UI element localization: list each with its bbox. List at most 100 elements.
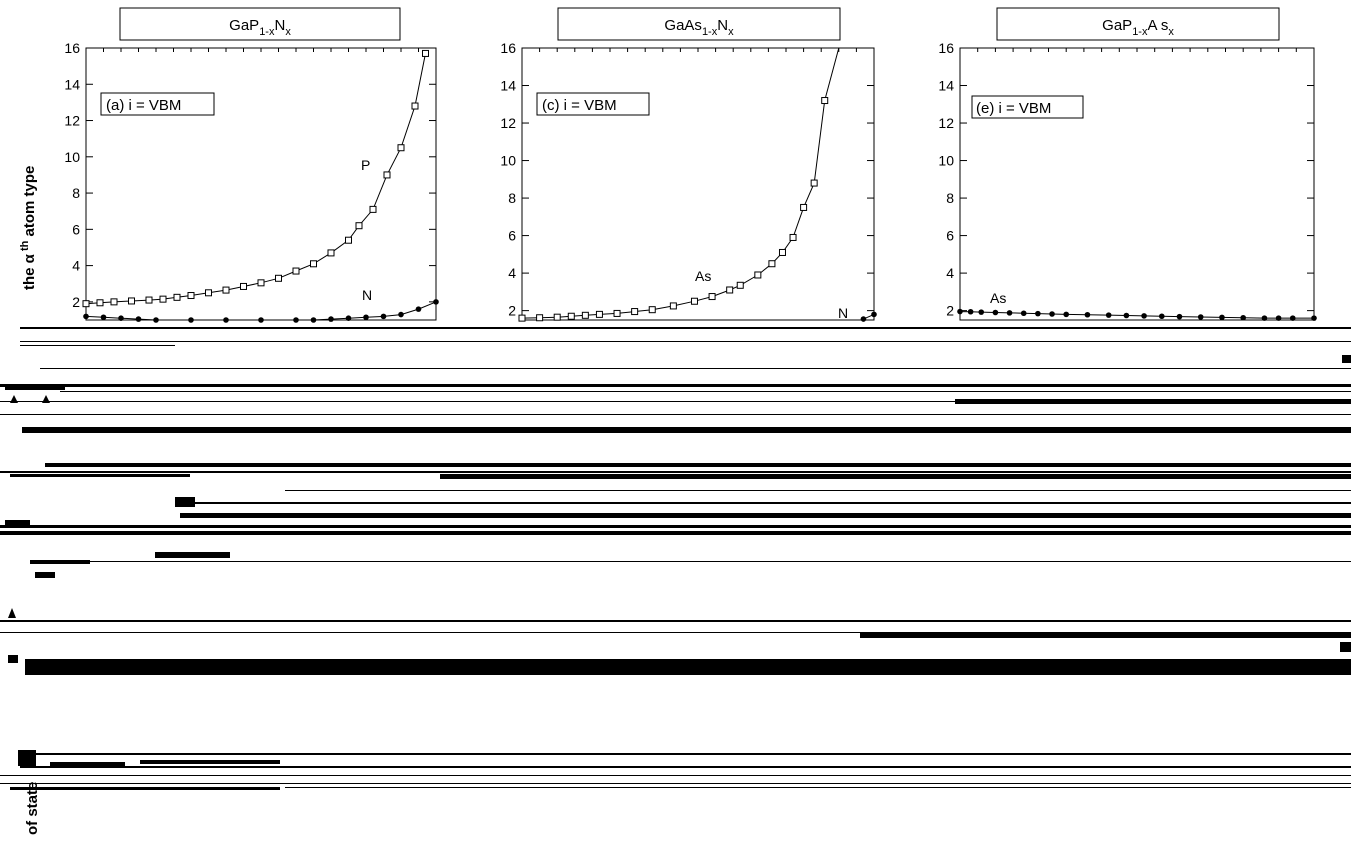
data-point-as	[708, 293, 716, 301]
data-point-p	[411, 102, 419, 110]
data-point-n	[310, 317, 317, 323]
data-point-as	[631, 308, 639, 316]
data-point-as	[690, 297, 698, 305]
data-point-p	[128, 297, 135, 305]
scan-line	[0, 531, 1351, 535]
data-point-n	[860, 316, 867, 322]
data-point-n	[135, 316, 142, 322]
scan-blob	[5, 384, 65, 390]
scan-line	[0, 783, 1351, 784]
data-point-as	[1020, 310, 1027, 317]
y-tick-label: 12	[938, 115, 954, 131]
panel-label-box-a	[100, 92, 215, 116]
y-tick-label: 12	[64, 113, 80, 129]
panel-e-title-box	[996, 7, 1280, 41]
y-tick-label: 14	[64, 76, 80, 92]
data-point-p	[327, 249, 335, 257]
data-point-as	[1275, 315, 1282, 321]
y-tick-label: 6	[72, 221, 80, 237]
data-point-as	[613, 309, 621, 317]
scan-line	[60, 391, 1351, 392]
data-point-p	[187, 292, 195, 300]
scan-blob	[8, 655, 18, 663]
data-point-p	[110, 298, 118, 306]
data-point-as	[1049, 311, 1055, 317]
data-point-p	[383, 171, 391, 179]
data-point-p	[355, 222, 363, 230]
data-point-as	[726, 286, 734, 294]
series-label-n-c: N	[838, 305, 848, 321]
data-point-as	[736, 281, 744, 289]
data-point-as	[1289, 315, 1296, 321]
y-tick-label: 2	[508, 303, 516, 319]
data-point-n	[345, 315, 352, 321]
y-ticks-c: 2 4 6 8 10 12 14 16	[500, 40, 874, 319]
scan-blob	[35, 572, 55, 578]
data-point-n	[380, 313, 387, 320]
data-point-as	[992, 309, 999, 316]
data-point-n	[398, 311, 404, 318]
series-label-n-a: N	[362, 287, 372, 303]
scan-line	[40, 368, 1351, 369]
scan-blob	[1342, 355, 1351, 363]
scan-line	[0, 620, 1351, 622]
panel-a-title: GaP1-xNx	[229, 17, 291, 38]
data-point-n	[871, 311, 877, 318]
scan-line	[185, 502, 1351, 504]
panel-e: GaP1-xA sx 2 4 6 8 10 12 14 16 (e) i = VBM As	[938, 7, 1317, 321]
y-tick-label: 10	[64, 149, 80, 165]
data-point-n	[100, 314, 107, 321]
scan-line	[955, 399, 1351, 404]
panel-c-title: GaAs1-xNx	[664, 17, 734, 38]
data-point-p	[369, 205, 377, 213]
data-point-as	[1123, 312, 1130, 319]
data-point-n	[223, 317, 229, 323]
panel-a: GaP1-xNx 2 4 6 8 10 12 14 16 (a) i = VBM P N	[64, 7, 439, 323]
data-point-n	[328, 316, 334, 322]
y-ticks-e: 2 4 6 8 10 12 14 16	[938, 40, 1314, 319]
lower-axis-label: of state	[24, 782, 41, 835]
data-point-p	[240, 282, 247, 290]
series-line-as	[959, 311, 1314, 319]
data-point-as	[800, 203, 808, 211]
y-axis-label: the α th atom type	[19, 166, 38, 290]
data-point-p	[292, 267, 300, 275]
data-point-p	[145, 296, 153, 304]
scan-line	[30, 561, 1351, 562]
data-point-as	[1006, 310, 1013, 316]
scan-artifact-region	[0, 327, 1351, 790]
scan-line	[285, 787, 1351, 788]
data-point-as	[595, 310, 603, 318]
y-tick-label: 16	[938, 40, 954, 56]
scan-line	[20, 766, 1351, 768]
scan-line	[0, 414, 1351, 415]
scan-line	[0, 525, 1351, 528]
scan-line	[10, 787, 280, 790]
data-point-as	[1311, 315, 1317, 321]
data-point-p	[257, 279, 265, 287]
panel-label-e: (e) i = VBM	[976, 100, 1051, 117]
data-point-as	[1084, 311, 1091, 318]
y-tick-label: 16	[64, 40, 80, 56]
data-point-as	[754, 271, 762, 279]
data-point-as	[810, 179, 818, 187]
data-point-as	[1176, 313, 1183, 320]
scan-blob	[50, 762, 125, 766]
data-point-as	[1240, 314, 1246, 321]
data-point-as	[821, 97, 829, 105]
panel-label-box-e	[971, 95, 1084, 119]
series-label-as-c: As	[695, 268, 711, 284]
scan-blob	[140, 760, 280, 764]
data-point-p	[310, 260, 317, 268]
data-point-p	[205, 289, 212, 297]
scan-blob	[175, 497, 195, 507]
scan-line	[45, 463, 1351, 467]
scan-line	[0, 632, 1351, 633]
data-point-p	[96, 299, 104, 307]
scan-line	[0, 775, 1351, 776]
scan-line	[20, 345, 175, 346]
data-point-as	[768, 260, 776, 268]
data-point-as	[967, 308, 974, 315]
series-group-e	[957, 308, 1317, 321]
